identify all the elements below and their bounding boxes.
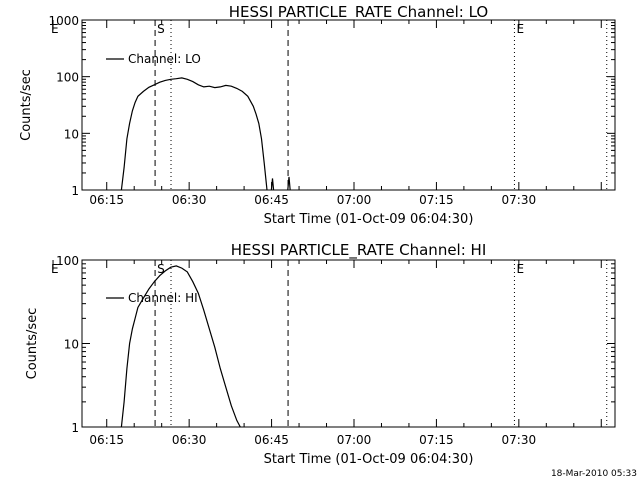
plot-frame bbox=[81, 19, 616, 191]
marker-label: E bbox=[51, 262, 59, 276]
x-tick-label: 07:00 bbox=[337, 433, 372, 447]
chart-title: HESSI PARTICLE_RATE Channel: LO bbox=[229, 3, 488, 22]
series-line bbox=[120, 77, 291, 190]
y-axis-label: Counts/sec bbox=[19, 69, 34, 141]
marker-label: E bbox=[516, 22, 524, 36]
x-tick-label: 07:30 bbox=[502, 193, 537, 207]
chart-panel-hi: HESSI PARTICLE_RATE Channel: HI 1 10 100 06:… bbox=[25, 241, 616, 467]
y-axis-label: Counts/sec bbox=[25, 308, 40, 380]
marker-label: S bbox=[157, 262, 165, 276]
marker-label: E bbox=[51, 22, 59, 36]
x-tick-label: 06:45 bbox=[254, 433, 289, 447]
x-tick-label: 06:15 bbox=[89, 193, 124, 207]
x-axis-label: Start Time (01-Oct-09 06:04:30) bbox=[264, 212, 474, 227]
x-tick-label: 06:30 bbox=[172, 433, 207, 447]
marker-label: S bbox=[157, 22, 165, 36]
x-axis-label: Start Time (01-Oct-09 06:04:30) bbox=[264, 452, 474, 467]
legend-label: Channel: LO bbox=[128, 52, 201, 66]
y-tick-label: 100 bbox=[56, 254, 79, 268]
y-tick-label: 10 bbox=[64, 338, 79, 352]
series-line bbox=[120, 265, 241, 427]
chart-title: HESSI PARTICLE_RATE Channel: HI bbox=[231, 241, 487, 260]
x-tick-label: 07:30 bbox=[502, 433, 537, 447]
x-tick-label: 06:45 bbox=[254, 193, 289, 207]
y-tick-label: 1 bbox=[71, 184, 79, 198]
y-tick-label: 100 bbox=[56, 71, 79, 85]
x-tick-label: 07:00 bbox=[337, 193, 372, 207]
legend-label: Channel: HI bbox=[128, 291, 198, 305]
y-tick-label: 1 bbox=[71, 421, 79, 435]
plot-frame bbox=[81, 259, 616, 428]
x-tick-label: 07:15 bbox=[419, 433, 454, 447]
y-tick-label: 10 bbox=[64, 127, 79, 141]
x-tick-label: 07:15 bbox=[419, 193, 454, 207]
x-tick-label: 06:15 bbox=[89, 433, 124, 447]
footer-timestamp: 18-Mar-2010 05:33 bbox=[551, 469, 637, 479]
chart-panel-lo: HESSI PARTICLE_RATE Channel: LO 1 10 100 100… bbox=[19, 3, 616, 227]
x-tick-label: 06:30 bbox=[172, 193, 207, 207]
marker-label: E bbox=[516, 262, 524, 276]
y-tick-label: 1000 bbox=[48, 14, 79, 28]
